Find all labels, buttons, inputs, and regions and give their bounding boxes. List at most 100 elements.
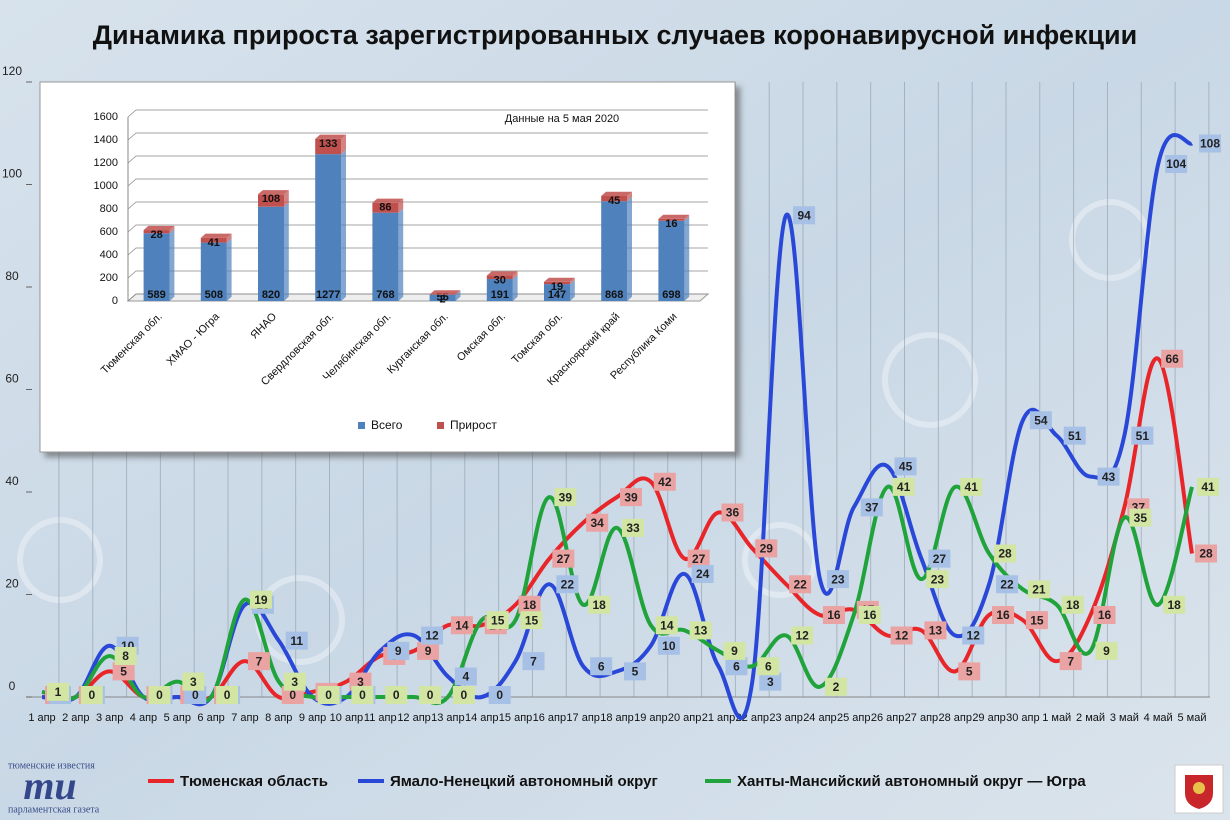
y-tick-label: 80 bbox=[5, 269, 19, 283]
data-label: 66 bbox=[1165, 352, 1179, 366]
data-label: 16 bbox=[1098, 608, 1112, 622]
bar-side bbox=[341, 150, 346, 301]
y-tick-label: 100 bbox=[2, 167, 22, 181]
data-label: 28 bbox=[1199, 547, 1213, 561]
data-label: 23 bbox=[931, 572, 945, 586]
logo-mark: ти bbox=[23, 763, 76, 808]
legend-swatch bbox=[437, 422, 444, 429]
data-label: 0 bbox=[156, 688, 163, 702]
bar bbox=[372, 213, 398, 301]
data-label: 15 bbox=[491, 613, 505, 627]
data-label: 9 bbox=[425, 644, 432, 658]
data-label: 7 bbox=[530, 654, 537, 668]
data-label: 18 bbox=[1167, 598, 1181, 612]
data-label: 0 bbox=[461, 688, 468, 702]
data-label: 41 bbox=[208, 237, 220, 249]
y-tick-label: 200 bbox=[100, 272, 118, 284]
x-tick-label: 1 апр bbox=[28, 712, 55, 724]
data-label: 15 bbox=[525, 613, 539, 627]
data-label: 5 bbox=[120, 665, 127, 679]
data-label: 0 bbox=[88, 688, 95, 702]
data-label: 41 bbox=[897, 480, 911, 494]
x-tick-label: 13 апр bbox=[431, 712, 464, 724]
x-tick-label: 26 апр bbox=[871, 712, 904, 724]
data-label: 28 bbox=[998, 547, 1012, 561]
data-label: 51 bbox=[1136, 429, 1150, 443]
data-label: 27 bbox=[692, 552, 706, 566]
y-tick-label: 120 bbox=[2, 64, 22, 78]
data-label: 2 bbox=[833, 680, 840, 694]
data-label: 94 bbox=[797, 208, 811, 222]
x-tick-label: 12 апр bbox=[397, 712, 430, 724]
bar-side bbox=[684, 217, 689, 301]
x-tick-label: 25 апр bbox=[837, 712, 870, 724]
data-label: 22 bbox=[1000, 577, 1014, 591]
x-tick-label: 4 май bbox=[1144, 712, 1173, 724]
x-tick-label: 16 апр bbox=[533, 712, 566, 724]
data-label: 108 bbox=[1200, 137, 1220, 151]
bar-side bbox=[170, 229, 175, 301]
data-label: 27 bbox=[933, 552, 947, 566]
data-label: 24 bbox=[696, 567, 710, 581]
data-label: 768 bbox=[376, 289, 394, 301]
data-label: 45 bbox=[899, 460, 913, 474]
legend-label: Ханты-Мансийский автономный округ — Югра bbox=[737, 773, 1086, 790]
data-label: 18 bbox=[523, 598, 537, 612]
bar-side bbox=[627, 197, 632, 301]
y-tick-label: 800 bbox=[100, 203, 118, 215]
data-label: 698 bbox=[662, 289, 680, 301]
bar bbox=[315, 154, 341, 301]
data-label: 9 bbox=[1103, 644, 1110, 658]
y-tick-label: 40 bbox=[5, 474, 19, 488]
legend-label: Ямало-Ненецкий автономный округ bbox=[390, 773, 658, 790]
data-label: 18 bbox=[1066, 598, 1080, 612]
data-label: 34 bbox=[590, 516, 604, 530]
y-tick-label: 1400 bbox=[94, 134, 118, 146]
data-label: 191 bbox=[491, 289, 509, 301]
inset-title: Данные на 5 мая 2020 bbox=[505, 113, 619, 125]
data-label: 41 bbox=[1201, 480, 1215, 494]
data-label: 43 bbox=[1102, 470, 1116, 484]
data-label: 33 bbox=[626, 521, 640, 535]
data-label: 16 bbox=[827, 608, 841, 622]
data-label: 0 bbox=[224, 688, 231, 702]
legend-label: Всего bbox=[371, 418, 403, 432]
data-label: 3 bbox=[291, 675, 298, 689]
bar-side bbox=[227, 238, 232, 301]
data-label: 29 bbox=[760, 542, 774, 556]
data-label: 9 bbox=[731, 644, 738, 658]
data-label: 868 bbox=[605, 289, 623, 301]
data-label: 5 bbox=[966, 665, 973, 679]
data-label: 35 bbox=[1134, 511, 1148, 525]
x-tick-label: 6 апр bbox=[197, 712, 224, 724]
data-label: 6 bbox=[598, 659, 605, 673]
data-label: 104 bbox=[1166, 157, 1186, 171]
data-label: 54 bbox=[1034, 413, 1048, 427]
data-label: 37 bbox=[865, 501, 879, 515]
legend-label: Тюменская область bbox=[180, 773, 328, 790]
x-tick-label: 29 апр bbox=[972, 712, 1005, 724]
data-label: 589 bbox=[147, 289, 165, 301]
data-label: 7 bbox=[1067, 654, 1074, 668]
x-tick-label: 7 апр bbox=[231, 712, 258, 724]
data-label: 3 bbox=[190, 675, 197, 689]
data-label: 0 bbox=[325, 688, 332, 702]
data-label: 8 bbox=[122, 649, 129, 663]
x-tick-label: 3 апр bbox=[96, 712, 123, 724]
data-label: 27 bbox=[557, 552, 571, 566]
x-tick-label: 23 апр bbox=[769, 712, 802, 724]
x-tick-label: 19 апр bbox=[634, 712, 667, 724]
x-tick-label: 21 апр bbox=[702, 712, 735, 724]
x-tick-label: 27 апр bbox=[905, 712, 938, 724]
x-tick-label: 18 апр bbox=[600, 712, 633, 724]
data-label: 39 bbox=[624, 490, 638, 504]
data-label: 5 bbox=[632, 665, 639, 679]
y-tick-label: 600 bbox=[100, 226, 118, 238]
data-label: 21 bbox=[1032, 583, 1046, 597]
x-tick-label: 2 май bbox=[1076, 712, 1105, 724]
data-label: 41 bbox=[965, 480, 979, 494]
data-label: 3 bbox=[767, 675, 774, 689]
data-label: 16 bbox=[665, 218, 677, 230]
y-tick-label: 60 bbox=[5, 372, 19, 386]
data-label: 15 bbox=[1030, 613, 1044, 627]
